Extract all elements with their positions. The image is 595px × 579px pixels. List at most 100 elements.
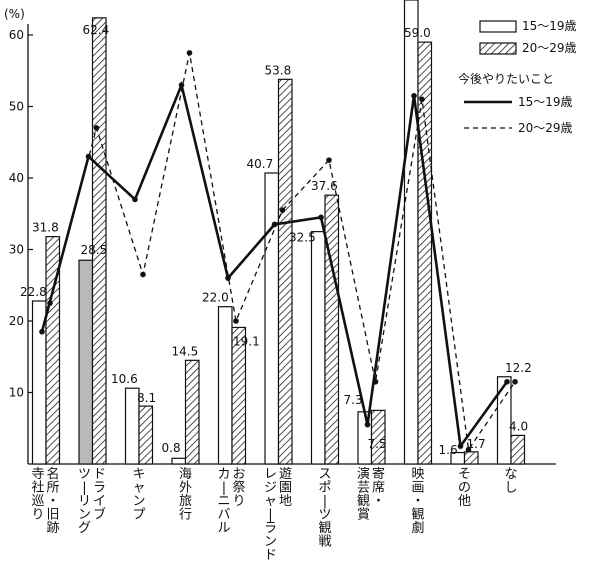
line-point [39,328,45,335]
line-point [318,214,324,221]
line-point [186,50,193,56]
category-label: 戦 [318,535,331,550]
category-label: ツ [78,467,91,482]
category-label: ジ [264,481,277,496]
category-label: リ [78,494,91,509]
trend-lines [39,50,518,453]
category-label: グ [78,521,91,536]
y-tick-label: 40 [9,171,24,185]
value-label-15-19: 28.5 [81,243,108,257]
category-label: 演 [357,466,370,482]
value-label-15-19: 32.5 [289,231,316,245]
category-label: バ [217,508,230,523]
category-label: ポ [318,481,331,496]
bar-20-29 [417,41,433,465]
category-label: ャ [264,494,277,509]
category-label: ブ [93,507,106,523]
value-label-20-29: 19.1 [233,334,260,348]
bar-15-19 [264,172,280,465]
category-label: キ [132,467,145,482]
category-label: り [31,508,44,523]
value-label-15-19: 22.0 [202,291,229,305]
category-label: カ [217,467,230,482]
value-label-15-19: 40.7 [247,157,274,171]
category-label: 外 [179,481,192,496]
category-label: 旧 [46,508,59,523]
legend-label: 15～19歳 [522,19,577,33]
bar-20-29 [231,326,247,465]
line-point [85,153,92,160]
category-label: の [458,481,471,496]
category-label: 観 [411,508,424,523]
bar-20-29 [324,194,340,465]
value-label-20-29: 1.7 [467,437,486,451]
line-point [233,318,239,324]
line-point [132,196,138,203]
legend-label: 15～19歳 [518,95,573,109]
category-label: | [323,494,327,509]
line-point [512,378,518,385]
y-tick-label: 10 [9,386,24,400]
category-label: 席 [372,480,385,496]
category-label: ラ [93,481,106,496]
category-label: ン [78,508,91,523]
bar-20-29 [138,405,154,465]
value-label-20-29: 14.5 [172,344,199,358]
line-point [140,271,146,278]
value-label-20-29: 7.5 [368,437,387,451]
category-label: | [82,481,86,496]
y-tick-label: 60 [9,28,24,42]
category-label: ・ [411,494,424,509]
category-label: 跡 [46,520,59,536]
category-label: ン [264,535,277,550]
category-label: ツ [318,508,331,523]
line-point [504,378,510,385]
legend-label: 20～29歳 [522,41,577,55]
value-label-20-29: 59.0 [404,26,431,40]
line-point [372,378,379,385]
value-label-20-29: 8.1 [137,391,156,405]
value-label-20-29: 62.4 [83,23,110,37]
bar-20-29 [91,17,107,465]
category-label: お [232,467,245,482]
category-label: ド [264,548,277,563]
bar-15-19 [78,259,94,465]
legend-swatch-15-19 [479,20,517,33]
category-label: り [232,494,245,509]
line-point [47,300,53,306]
category-label: 旅 [179,494,192,509]
bar-20-29 [510,434,526,465]
line-point [178,82,185,88]
category-label: 賞 [357,508,370,523]
y-tick-label: 50 [9,100,24,114]
line-point [279,207,286,213]
category-label: ・ [372,494,385,509]
line-point [225,275,231,281]
value-label-20-29: 37.6 [311,179,338,193]
category-label: 寄 [372,466,385,482]
bars [31,0,526,465]
category-label: 観 [357,494,370,509]
category-label: 祭 [232,481,245,496]
bar-20-29 [277,78,293,465]
category-label: 芸 [357,480,370,496]
value-label-20-29: 4.0 [509,419,528,433]
category-label: 行 [179,508,192,523]
category-label: ・ [46,494,59,509]
value-label-15-19: 10.6 [111,372,138,386]
axes: (%) 10 20 30 40 50 60 [4,7,556,465]
category-label: ニ [217,494,230,509]
category-label: ン [132,494,145,509]
category-label: ャ [132,481,145,496]
y-tick-label: 30 [9,243,24,257]
category-label: な [504,467,517,482]
category-label: 画 [411,481,424,496]
category-label: 社 [31,480,44,496]
bar-15-19 [310,231,326,465]
value-label-15-19: 7.3 [344,393,363,407]
legend-swatch-20-29 [479,42,517,55]
value-label-15-19: 22.8 [20,285,47,299]
category-label: そ [458,467,471,482]
category-label: 海 [179,467,192,482]
